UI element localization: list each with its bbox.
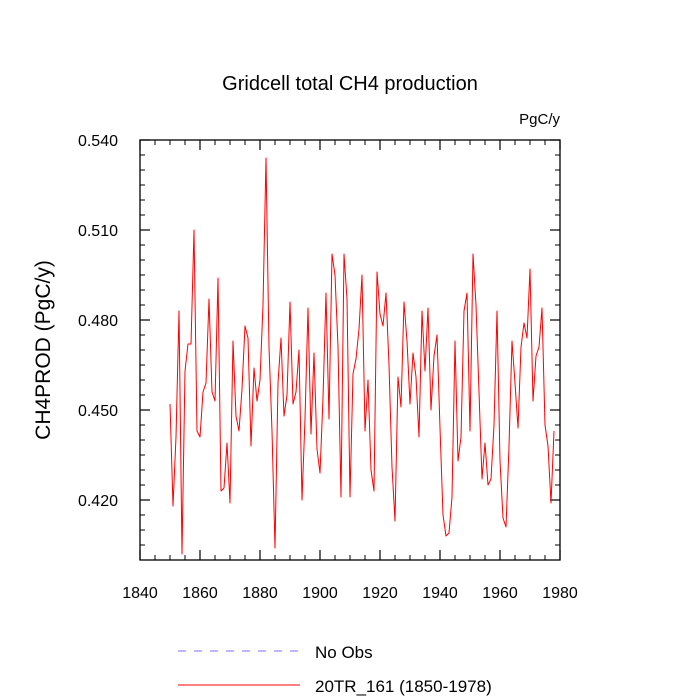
x-tick-label: 1880 bbox=[242, 585, 278, 602]
y-tick-label: 0.420 bbox=[78, 493, 118, 510]
x-tick-label: 1980 bbox=[542, 585, 578, 602]
legend: No Obs 20TR_161 (1850-1978) bbox=[178, 643, 492, 696]
y-tick-label: 0.510 bbox=[78, 223, 118, 240]
y-tick-label: 0.480 bbox=[78, 313, 118, 330]
x-tick-label: 1940 bbox=[422, 585, 458, 602]
tick-labels: 1840 1860 1880 1900 1920 1940 1960 1980 0.420 0.4… bbox=[78, 133, 578, 602]
units-label: PgC/y bbox=[519, 111, 560, 128]
minor-ticks bbox=[140, 140, 560, 561]
y-axis-label: CH4PROD (PgC/y) bbox=[32, 260, 55, 440]
plot-frame bbox=[139, 139, 561, 561]
x-tick-label: 1920 bbox=[362, 585, 398, 602]
x-tick-label: 1860 bbox=[182, 585, 218, 602]
legend-label-no-obs: No Obs bbox=[315, 643, 373, 662]
y-tick-label: 0.450 bbox=[78, 403, 118, 420]
chart-title: Gridcell total CH4 production bbox=[222, 73, 478, 95]
x-tick-label: 1840 bbox=[122, 585, 158, 602]
legend-label-20tr-161: 20TR_161 (1850-1978) bbox=[315, 677, 492, 696]
y-tick-label: 0.540 bbox=[78, 133, 118, 150]
x-tick-label: 1960 bbox=[482, 585, 518, 602]
x-tick-label: 1900 bbox=[302, 585, 338, 602]
series-line bbox=[169, 157, 555, 555]
